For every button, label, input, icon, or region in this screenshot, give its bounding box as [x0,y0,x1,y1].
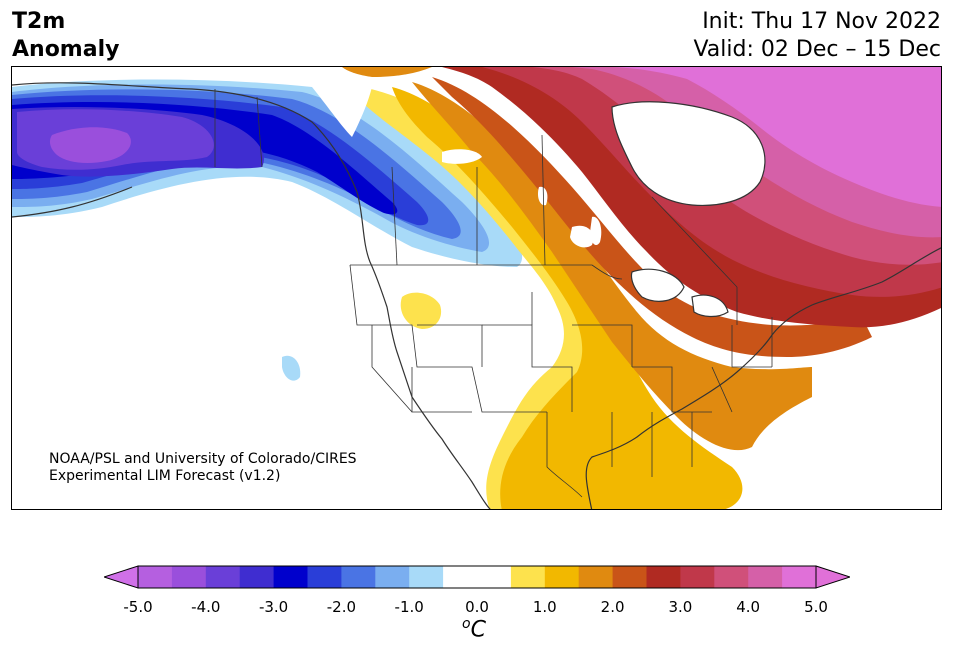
colorbar-extend-high [815,565,850,589]
colorbar-tick-label: -5.0 [123,598,153,616]
colorbar-bin [544,566,580,588]
colorbar-tick-label: -3.0 [258,598,289,616]
colorbar-bin [375,566,410,588]
anomaly-map: NOAA/PSL and University of Colorado/CIRE… [11,66,942,510]
colorbar-tick-label: 1.0 [532,598,557,616]
colorbar-bin [307,566,342,588]
valid-range: Valid: 02 Dec – 15 Dec [693,37,941,62]
colorbar-bin [782,566,817,588]
coastlines [12,82,941,509]
map-title-line2: Anomaly [12,37,120,62]
colorbar-bin [578,566,614,588]
colorbar-border [137,565,817,589]
colorbar-bin [409,566,444,588]
colorbar-bin [205,566,241,588]
colorbar-tick-label: -1.0 [394,598,424,616]
colorbar-bin [510,566,546,588]
colorbar [104,565,850,589]
colorbar-tick-label: 2.0 [600,598,625,616]
colorbar-bin [138,566,173,588]
colorbar-bin [612,566,647,588]
colorbar-bin [443,566,478,588]
colorbar-bin [714,566,749,588]
colorbar-bin [171,566,207,588]
colorbar-bin [646,566,681,588]
credit-line1: NOAA/PSL and University of Colorado/CIRE… [49,451,357,467]
colorbar-bin [239,566,275,588]
colorbar-extend-low [104,565,139,589]
colorbar-tick-label: 5.0 [804,598,828,616]
political-borders [214,89,773,498]
colorbar-bin [341,566,376,588]
colorbar-tick-label: -4.0 [191,598,221,616]
colorbar-bin [748,566,783,588]
forecast-dates: Init: Thu 17 Nov 2022 Valid: 02 Dec – 15… [693,8,941,64]
data-credit: NOAA/PSL and University of Colorado/CIRE… [49,451,357,485]
colorbar-unit: oC [462,616,486,642]
credit-line2: Experimental LIM Forecast (v1.2) [49,468,281,484]
unit-symbol: C [470,617,486,643]
colorbar-tick-label: 3.0 [668,598,693,616]
init-date: Init: Thu 17 Nov 2022 [702,9,941,34]
unit-degree: o [462,616,471,632]
colorbar-tick-label: -2.0 [326,598,357,616]
colorbar-bin [273,566,308,588]
map-title-line1: T2m [12,9,66,34]
colorbar-bin [477,566,512,588]
colorbar-tick-label: 4.0 [736,598,761,616]
colorbar-tick-label: 0.0 [465,598,489,616]
water-bodies [442,101,765,317]
colorbar-bin [680,566,715,588]
map-title: T2m Anomaly [12,8,119,64]
map-canvas [12,67,941,509]
